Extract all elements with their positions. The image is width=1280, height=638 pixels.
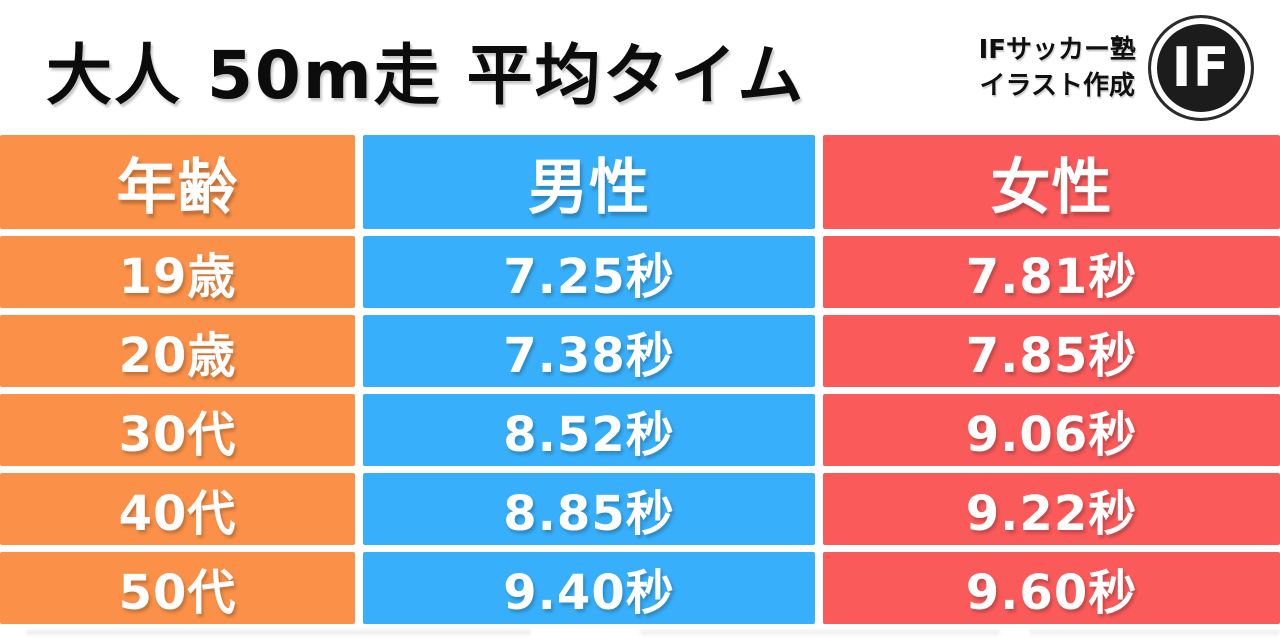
credit-block: IFサッカー塾 イラスト作成 IF xyxy=(979,8,1254,128)
credit-line-1: IFサッカー塾 xyxy=(978,34,1136,65)
if-logo-icon: IF xyxy=(1148,15,1254,121)
cell-male-row2: 7.38秒 xyxy=(363,315,815,387)
column-header-female: 女性 xyxy=(823,135,1280,229)
page-title: 大人 50m走 平均タイム xyxy=(46,37,806,114)
cell-female-row1: 7.81秒 xyxy=(823,236,1280,308)
credit-line-2: イラスト作成 xyxy=(979,71,1136,101)
cell-age-row4: 40代 xyxy=(0,473,355,545)
if-logo-text: IF xyxy=(1171,35,1231,99)
cell-male-row5: 9.40秒 xyxy=(363,552,815,624)
column-header-male: 男性 xyxy=(363,135,815,229)
average-time-table: 年齢 男性 女性 19歳 7.25秒 7.81秒 20歳 7.38秒 7.85秒… xyxy=(0,135,1280,624)
cell-female-row5: 9.60秒 xyxy=(823,552,1280,624)
cell-male-row3: 8.52秒 xyxy=(363,394,815,466)
cell-age-row5: 50代 xyxy=(0,552,355,624)
cell-female-row4: 9.22秒 xyxy=(823,473,1280,545)
cell-male-row4: 8.85秒 xyxy=(363,473,815,545)
cell-age-row3: 30代 xyxy=(0,394,355,466)
credit-text: IFサッカー塾 イラスト作成 xyxy=(979,32,1136,105)
cutoff-next-row-shadow xyxy=(640,630,1000,635)
cell-age-row2: 20歳 xyxy=(0,315,355,387)
cell-male-row1: 7.25秒 xyxy=(363,236,815,308)
cell-female-row2: 7.85秒 xyxy=(823,315,1280,387)
column-header-age: 年齢 xyxy=(0,135,355,229)
cell-age-row1: 19歳 xyxy=(0,236,355,308)
cutoff-next-row-shadow xyxy=(26,630,531,635)
cutoff-next-row-shadow xyxy=(1030,630,1280,635)
cell-female-row3: 9.06秒 xyxy=(823,394,1280,466)
page-header: 大人 50m走 平均タイム IFサッカー塾 イラスト作成 IF xyxy=(0,0,1280,135)
